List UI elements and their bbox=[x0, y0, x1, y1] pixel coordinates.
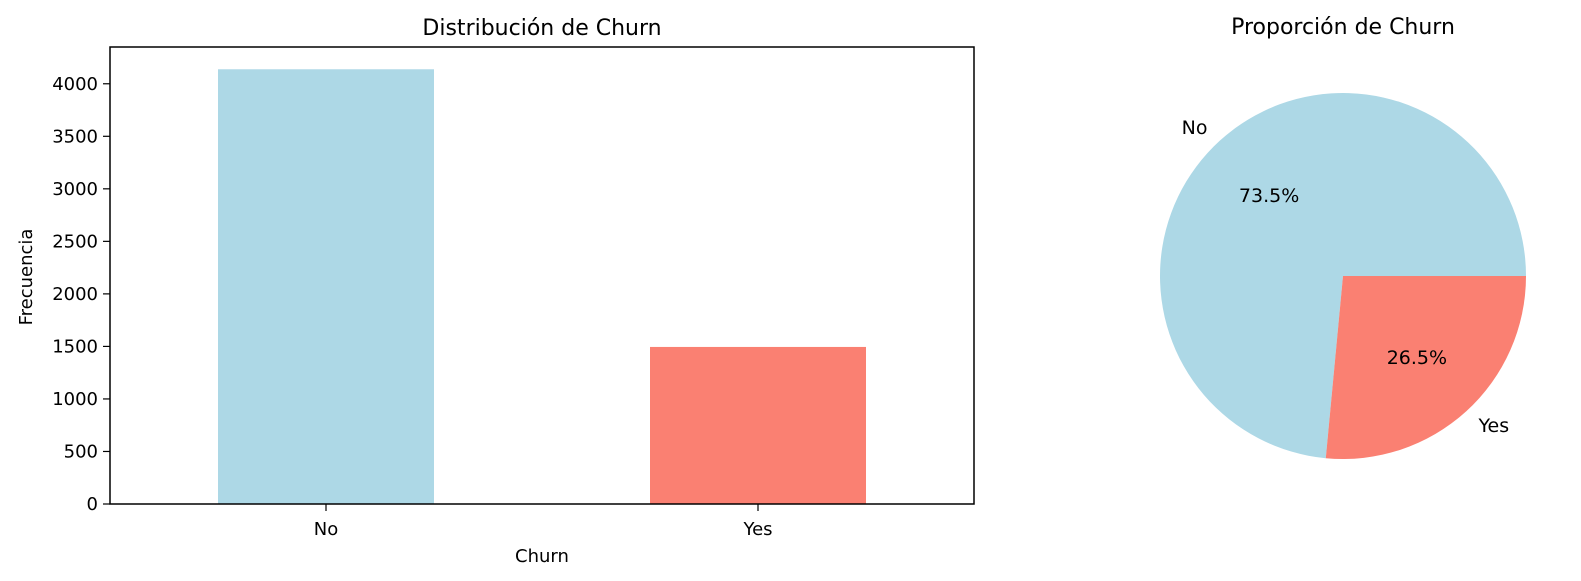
x-axis-label: Churn bbox=[515, 546, 569, 567]
y-tick-label: 1000 bbox=[52, 389, 98, 410]
x-axis-ticks: No Yes bbox=[314, 504, 773, 540]
pie-chart: Proporción de Churn No 73.5% Yes 26.5% bbox=[1160, 15, 1526, 459]
y-axis-ticks: 0 500 1000 1500 2000 2500 3000 3500 4000 bbox=[52, 74, 110, 515]
pie-slice-yes bbox=[1325, 276, 1526, 459]
plot-frame bbox=[109, 46, 975, 505]
bar-no bbox=[218, 69, 434, 504]
y-tick-label: 3000 bbox=[52, 179, 98, 200]
pie-chart-title: Proporción de Churn bbox=[1231, 15, 1455, 40]
y-tick-label: 2000 bbox=[52, 284, 98, 305]
pie-label: No bbox=[1182, 117, 1208, 139]
bar-chart: Distribución de Churn 0 500 1000 1500 2000 25… bbox=[16, 16, 975, 567]
pie-slice-no bbox=[1160, 92, 1526, 459]
bar-group bbox=[218, 69, 866, 504]
bar-yes bbox=[650, 346, 866, 504]
y-tick-label: 3500 bbox=[52, 126, 98, 147]
pie-slices bbox=[1160, 92, 1526, 459]
pie-pct-label: 26.5% bbox=[1387, 347, 1447, 369]
pie-pct-label: 73.5% bbox=[1239, 185, 1299, 207]
y-axis-label: Frecuencia bbox=[16, 229, 37, 326]
y-tick-label: 500 bbox=[64, 441, 98, 462]
y-tick-label: 1500 bbox=[52, 336, 98, 357]
x-tick-label: No bbox=[314, 519, 338, 540]
pie-labels: No 73.5% Yes 26.5% bbox=[1182, 117, 1509, 437]
pie-label: Yes bbox=[1477, 415, 1509, 437]
x-tick-label: Yes bbox=[742, 519, 772, 540]
bar-chart-title: Distribución de Churn bbox=[422, 16, 661, 41]
y-tick-label: 4000 bbox=[52, 74, 98, 95]
y-tick-label: 0 bbox=[87, 494, 98, 515]
y-tick-label: 2500 bbox=[52, 231, 98, 252]
